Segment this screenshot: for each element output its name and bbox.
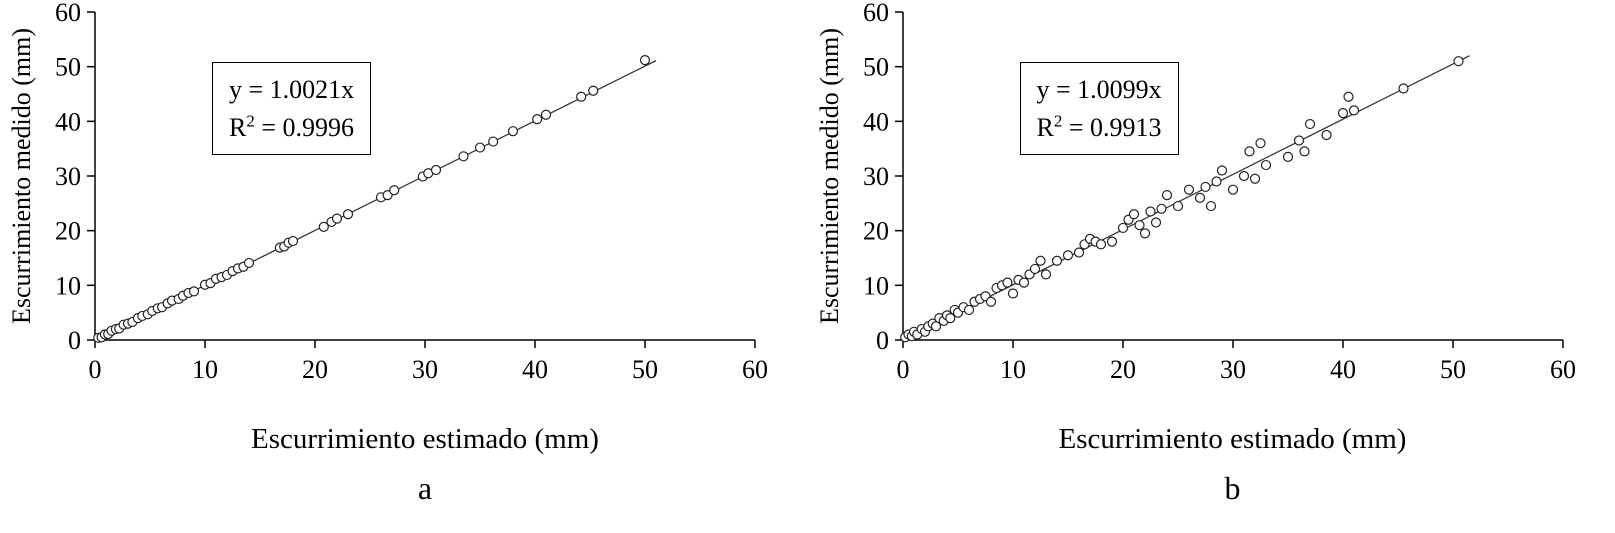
equation-text: y = 1.0099x — [1036, 75, 1162, 104]
svg-text:60: 60 — [742, 355, 768, 384]
svg-text:30: 30 — [55, 162, 81, 191]
x-axis-label: Escurrimiento estimado (mm) — [251, 423, 599, 455]
svg-text:10: 10 — [1000, 355, 1026, 384]
svg-text:20: 20 — [302, 355, 328, 384]
svg-text:40: 40 — [55, 107, 81, 136]
svg-text:0: 0 — [896, 355, 909, 384]
svg-text:30: 30 — [863, 162, 889, 191]
svg-text:60: 60 — [863, 0, 889, 27]
svg-text:20: 20 — [1110, 355, 1136, 384]
svg-text:50: 50 — [863, 53, 889, 82]
svg-text:60: 60 — [55, 0, 81, 27]
svg-text:40: 40 — [522, 355, 548, 384]
x-axis-label: Escurrimiento estimado (mm) — [1058, 423, 1407, 455]
svg-text:50: 50 — [1440, 355, 1466, 384]
svg-text:10: 10 — [192, 355, 218, 384]
svg-text:0: 0 — [68, 326, 81, 355]
equation-text: y = 1.0021x — [229, 75, 355, 104]
svg-text:10: 10 — [55, 271, 81, 300]
svg-text:0: 0 — [876, 326, 889, 355]
panel-letter: b — [1224, 470, 1241, 506]
panel-letter: a — [417, 470, 433, 506]
svg-text:50: 50 — [632, 355, 658, 384]
svg-text:20: 20 — [55, 217, 81, 246]
y-axis-label: Escurrimiento medido (mm) — [7, 28, 36, 324]
svg-text:60: 60 — [1550, 355, 1576, 384]
svg-text:30: 30 — [412, 355, 438, 384]
chart-panel-b: Escurrimiento medido (mm) 0 10 20 30 40 50 60 0… — [808, 0, 1615, 533]
svg-text:0: 0 — [89, 355, 102, 384]
equation-box: y = 1.0021x R2 = 0.9996 — [212, 62, 372, 156]
r-squared-text: R2 = 0.9913 — [1036, 111, 1162, 142]
scatter-svg-a: Escurrimiento medido (mm) 0 10 20 30 40 50 60 0… — [7, 0, 768, 384]
y-axis-label: Escurrimiento medido (mm) — [815, 28, 844, 324]
svg-text:20: 20 — [863, 217, 889, 246]
equation-box: y = 1.0099x R2 = 0.9913 — [1019, 62, 1179, 156]
r-squared-text: R2 = 0.9996 — [229, 111, 355, 142]
chart-panel-a: Escurrimiento medido (mm) 0 10 20 30 40 50 60 0… — [7, 0, 768, 506]
svg-text:40: 40 — [1330, 355, 1356, 384]
svg-text:30: 30 — [1220, 355, 1246, 384]
scatter-svg-b: Escurrimiento medido (mm) 0 10 20 30 40 50 60 0… — [815, 0, 1576, 384]
svg-text:40: 40 — [863, 107, 889, 136]
svg-text:50: 50 — [55, 53, 81, 82]
svg-text:10: 10 — [863, 271, 889, 300]
